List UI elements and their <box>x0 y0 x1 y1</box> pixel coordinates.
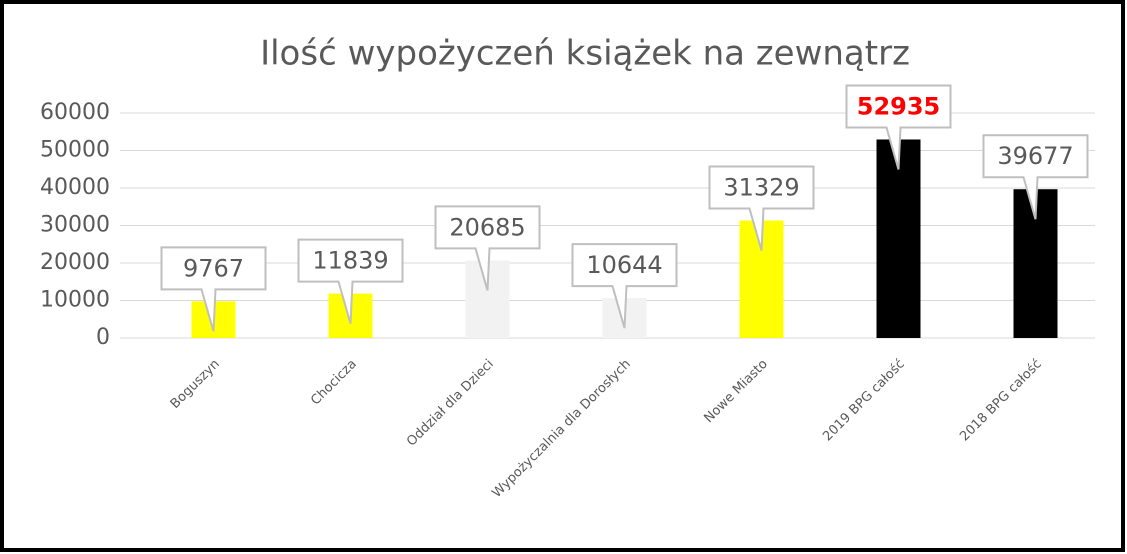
callout <box>571 243 678 329</box>
y-tick-label: 30000 <box>40 213 110 238</box>
callout <box>845 84 952 170</box>
y-tick-label: 10000 <box>40 288 110 313</box>
data-label: 11839 <box>312 247 388 275</box>
y-tick-label: 40000 <box>40 175 110 200</box>
callout <box>297 238 404 324</box>
data-label: 9767 <box>183 254 244 282</box>
y-tick-label: 60000 <box>40 100 110 125</box>
callout <box>708 165 815 251</box>
bar <box>876 139 921 338</box>
y-tick-label: 20000 <box>40 250 110 275</box>
y-tick-label: 50000 <box>40 138 110 163</box>
callout <box>434 205 541 291</box>
callout <box>982 134 1089 220</box>
callout <box>160 246 267 332</box>
data-label: 20685 <box>449 213 525 241</box>
data-label: 10644 <box>586 251 662 279</box>
data-label: 52935 <box>857 92 941 120</box>
chart-title: Ilość wypożyczeń książek na zewnątrz <box>260 34 910 74</box>
y-tick-label: 0 <box>96 325 110 350</box>
data-label: 39677 <box>997 142 1073 170</box>
data-label: 31329 <box>723 174 799 202</box>
